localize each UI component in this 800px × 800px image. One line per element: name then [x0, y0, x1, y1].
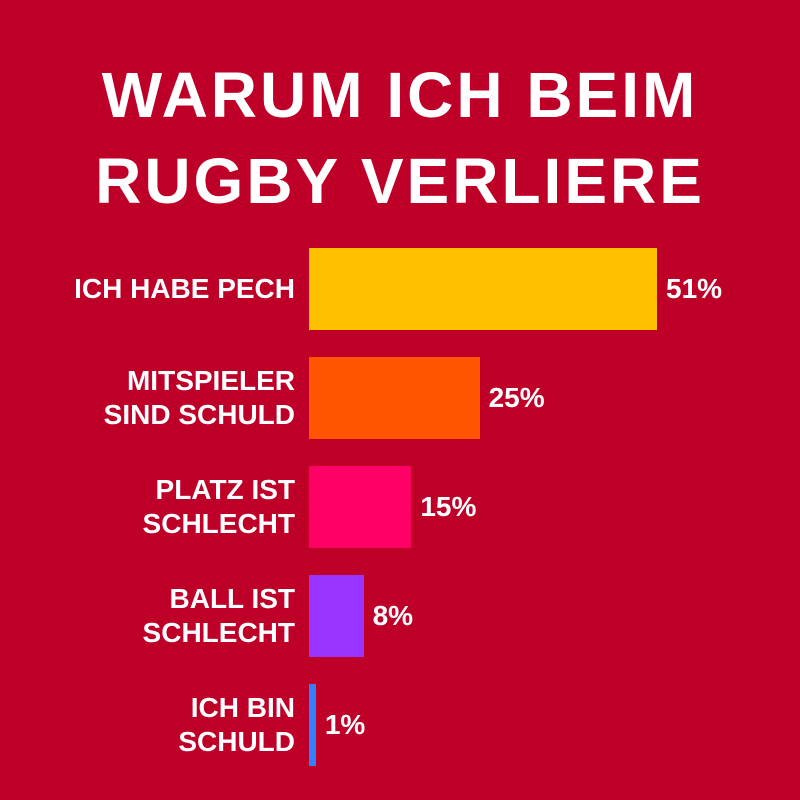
category-label: ICH HABE PECH [74, 273, 295, 304]
value-label: 25% [488, 382, 545, 413]
bar [309, 684, 316, 766]
value-label: 8% [372, 600, 414, 631]
value-label: 51% [666, 273, 723, 304]
bar [309, 357, 480, 439]
bar [309, 466, 412, 548]
value-label: 15% [420, 491, 477, 522]
category-label: ICH BIN SCHULD [178, 692, 295, 757]
chart-title: WARUM ICH BEIM RUGBY VERLIERE [95, 59, 705, 217]
category-label: PLATZ IST SCHLECHT [142, 474, 295, 539]
bar [309, 248, 657, 330]
category-label: BALL IST SCHLECHT [142, 583, 295, 648]
value-label: 1% [324, 709, 366, 740]
category-label: MITSPIELER SIND SCHULD [103, 365, 295, 430]
bar [309, 575, 364, 657]
